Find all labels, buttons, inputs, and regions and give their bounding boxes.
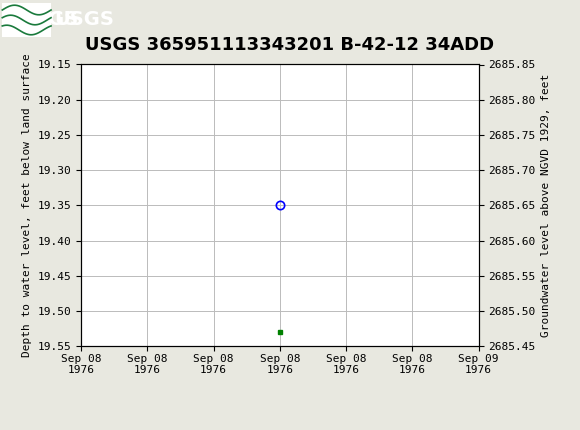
Text: ≡USGS: ≡USGS	[3, 10, 79, 30]
Y-axis label: Depth to water level, feet below land surface: Depth to water level, feet below land su…	[22, 53, 32, 357]
Y-axis label: Groundwater level above NGVD 1929, feet: Groundwater level above NGVD 1929, feet	[541, 74, 551, 337]
Bar	[2, 3, 51, 37]
Text: USGS 365951113343201 B-42-12 34ADD: USGS 365951113343201 B-42-12 34ADD	[85, 36, 495, 54]
Text: USGS: USGS	[54, 10, 114, 30]
